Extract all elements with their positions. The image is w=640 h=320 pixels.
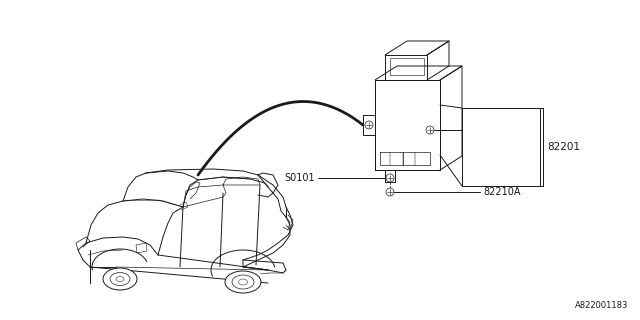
Ellipse shape (239, 279, 248, 285)
Text: 82210A: 82210A (483, 187, 520, 197)
Ellipse shape (225, 271, 261, 293)
Circle shape (365, 121, 373, 129)
Text: A822001183: A822001183 (575, 301, 628, 310)
Text: N37002: N37002 (493, 125, 531, 135)
Text: 82201: 82201 (547, 142, 580, 152)
Circle shape (426, 126, 434, 134)
Circle shape (386, 188, 394, 196)
Circle shape (386, 174, 394, 182)
Ellipse shape (103, 268, 137, 290)
Bar (462, 108, 540, 186)
Ellipse shape (110, 273, 130, 285)
Ellipse shape (116, 276, 124, 282)
Ellipse shape (232, 275, 254, 289)
Text: S0101: S0101 (284, 173, 315, 183)
